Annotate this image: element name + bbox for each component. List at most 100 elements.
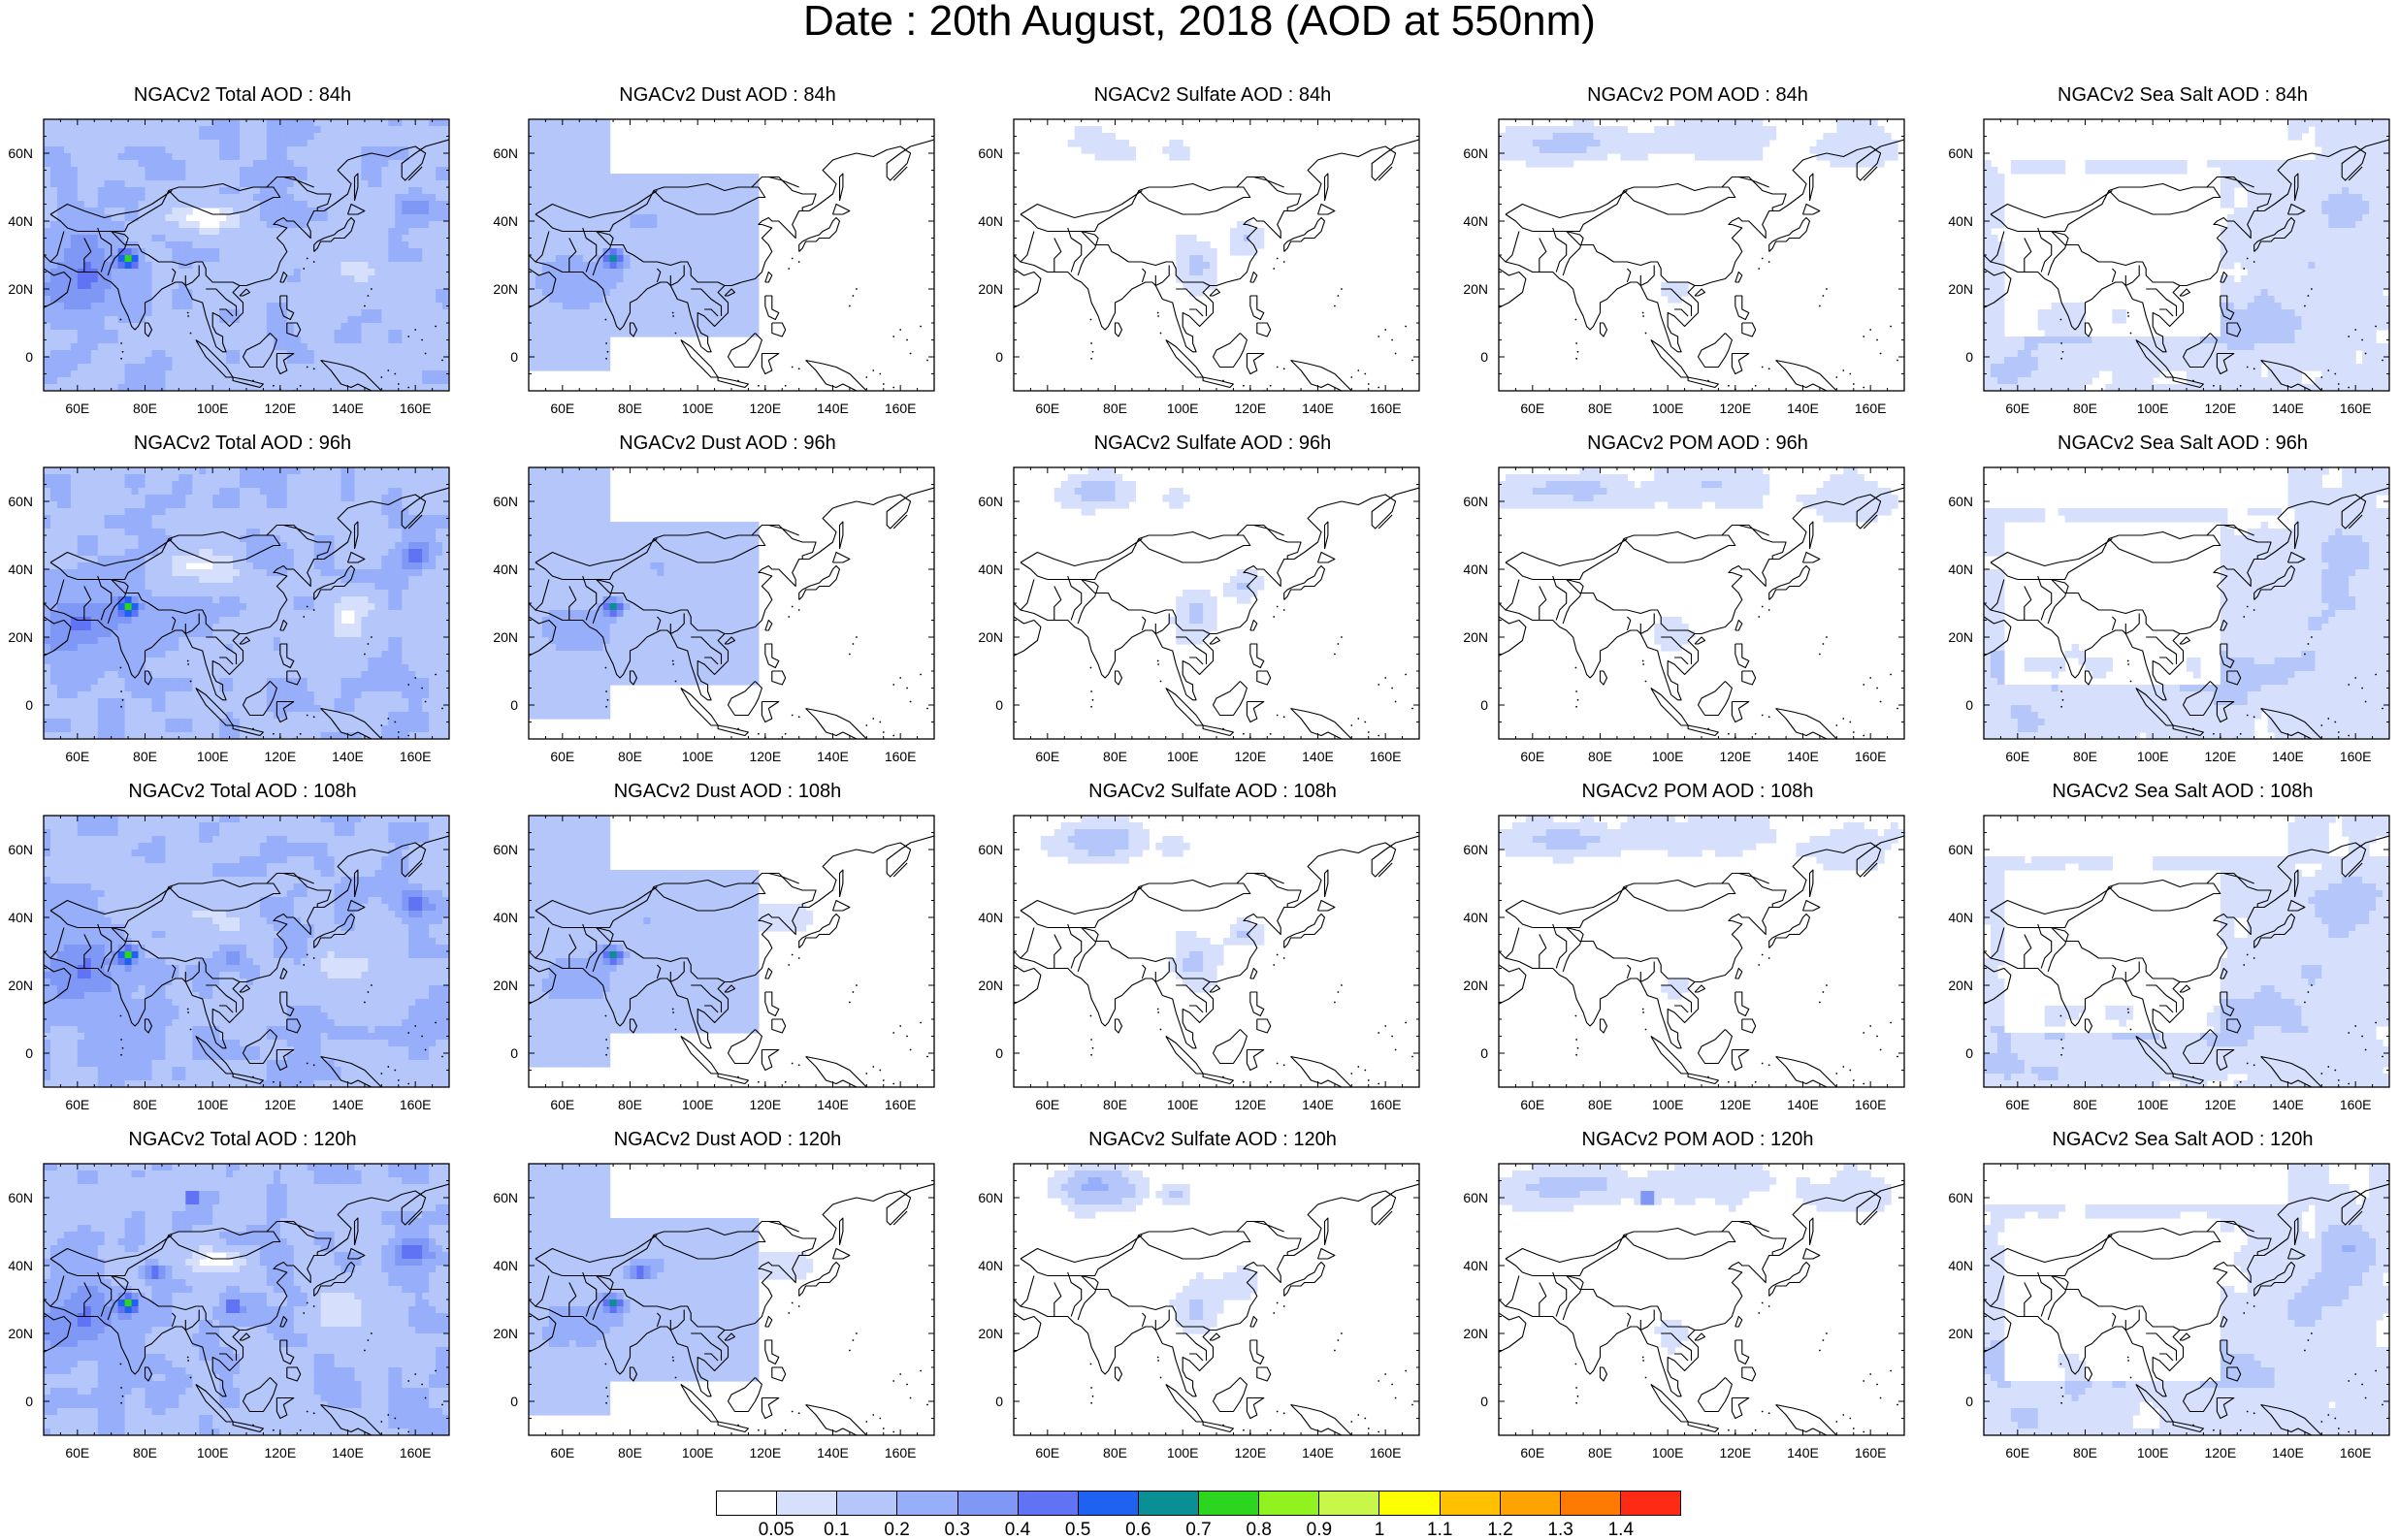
lon-tick-label: 160E (2340, 1445, 2372, 1460)
lat-tick-label: 0 (1480, 349, 1488, 365)
lat-tick-label: 20N (978, 1326, 1003, 1341)
islands (2059, 953, 2383, 1087)
islands (604, 1301, 928, 1435)
aod-map: 60E 80E 100E 120E 140E 160E 60N 40N 20N 0 (493, 1163, 935, 1460)
ticks (528, 1163, 935, 1436)
panel-title: NGACv2 POM AOD : 108h (1455, 780, 1940, 803)
map-panel-total-96h: NGACv2 Total AOD : 96h 60E 80E 100E 120E 140E… (0, 432, 485, 775)
ticks (43, 815, 450, 1088)
aod-map: 60E 80E 100E 120E 140E 160E 60N 40N 20N 0 (493, 815, 935, 1112)
lat-tick-label: 20N (493, 281, 518, 297)
colorbar-swatch (1560, 1492, 1621, 1515)
lon-tick-label: 60E (1520, 1097, 1544, 1112)
lat-tick-label: 60N (493, 1190, 518, 1205)
map-panel-seasalt-84h: NGACv2 Sea Salt AOD : 84h 60E 80E 100E 120E 1… (1940, 83, 2399, 427)
colorbar-swatch (1259, 1492, 1320, 1515)
lat-tick-label: 40N (978, 213, 1003, 229)
lat-tick-label: 0 (995, 697, 1003, 713)
lon-tick-label: 80E (2073, 401, 2097, 416)
aod-map: 60E 80E 100E 120E 140E 160E 60N 40N 20N 0 (1948, 118, 2390, 416)
lat-tick-label: 60N (978, 1190, 1003, 1205)
islands (119, 257, 443, 391)
lat-tick-label: 20N (493, 1326, 518, 1341)
panel-title: NGACv2 Total AOD : 120h (0, 1128, 485, 1151)
map-panel-seasalt-108h: NGACv2 Sea Salt AOD : 108h 60E 80E 100E 120E… (1940, 780, 2399, 1123)
lat-tick-label: 40N (1463, 561, 1488, 577)
coastlines (44, 139, 449, 391)
lon-tick-label: 100E (1652, 1445, 1684, 1460)
ticks (1498, 466, 1905, 740)
islands (1574, 605, 1898, 739)
panel-title: NGACv2 Sulfate AOD : 96h (970, 432, 1455, 455)
coastlines (1499, 1183, 1904, 1435)
page-title: Date : 20th August, 2018 (AOD at 550nm) (0, 0, 2399, 48)
map-panel-dust-120h: NGACv2 Dust AOD : 120h 60E 80E 100E 120E 140E… (485, 1128, 970, 1471)
colorbar-swatch (717, 1492, 778, 1515)
lon-tick-label: 80E (1103, 1097, 1127, 1112)
ticks (43, 466, 450, 740)
panel-title: NGACv2 Dust AOD : 120h (485, 1128, 970, 1151)
lon-tick-label: 160E (885, 1097, 917, 1112)
colorbar-legend: 0.05 0.1 0.2 0.3 0.4 0.5 0.6 0.7 0.8 0.9 1 1.1 1.2 1.… (716, 1491, 1681, 1540)
panel-title: NGACv2 POM AOD : 84h (1455, 83, 1940, 107)
lon-tick-label: 60E (550, 1445, 574, 1460)
colorbar-label: 1.4 (1608, 1521, 1634, 1540)
lon-tick-label: 160E (400, 749, 432, 764)
lon-tick-label: 80E (1103, 749, 1127, 764)
map-panel-pom-108h: NGACv2 POM AOD : 108h 60E 80E 100E 120E 140E 1… (1455, 780, 1940, 1123)
lon-tick-label: 60E (550, 401, 574, 416)
panel-title: NGACv2 Sea Salt AOD : 84h (1940, 83, 2399, 107)
lat-tick-label: 20N (1463, 978, 1488, 993)
panel-title: NGACv2 Sea Salt AOD : 96h (1940, 432, 2399, 455)
lat-tick-label: 40N (8, 561, 33, 577)
lat-tick-label: 0 (25, 1045, 33, 1061)
map-panel-pom-120h: NGACv2 POM AOD : 120h 60E 80E 100E 120E 140E 1… (1455, 1128, 1940, 1471)
ticks (1013, 1163, 1420, 1436)
lon-tick-label: 160E (1370, 401, 1402, 416)
colorbar-swatch (957, 1492, 1019, 1515)
ticks (1983, 815, 2390, 1088)
lon-tick-label: 80E (133, 401, 157, 416)
lon-tick-label: 80E (2073, 1445, 2097, 1460)
lon-tick-label: 60E (2005, 1097, 2029, 1112)
lon-tick-label: 120E (264, 1097, 296, 1112)
lon-tick-label: 100E (1167, 1445, 1199, 1460)
lat-tick-label: 0 (1965, 349, 1973, 365)
colorbar-swatch (897, 1492, 958, 1515)
map-panel-dust-96h: NGACv2 Dust AOD : 96h 60E 80E 100E 120E 140E 1… (485, 432, 970, 775)
panel-title: NGACv2 Dust AOD : 108h (485, 780, 970, 803)
lon-tick-label: 140E (2272, 1097, 2304, 1112)
colorbar-boxes (716, 1491, 1681, 1516)
lon-tick-label: 80E (2073, 749, 2097, 764)
aod-map: 60E 80E 100E 120E 140E 160E 60N 40N 20N 0 (8, 466, 450, 764)
islands (604, 257, 928, 391)
lon-tick-label: 160E (1370, 1445, 1402, 1460)
lat-tick-label: 60N (493, 494, 518, 509)
lat-tick-label: 40N (8, 213, 33, 229)
ticks (1498, 815, 1905, 1088)
panel-title: NGACv2 Total AOD : 108h (0, 780, 485, 803)
lon-tick-label: 140E (1302, 749, 1334, 764)
lon-tick-label: 60E (2005, 401, 2029, 416)
lon-tick-label: 80E (133, 749, 157, 764)
lat-tick-label: 20N (1463, 1326, 1488, 1341)
map-panel-sulfate-84h: NGACv2 Sulfate AOD : 84h 60E 80E 100E 120E 14… (970, 83, 1455, 427)
lat-tick-label: 60N (8, 842, 33, 857)
lat-tick-label: 0 (995, 1045, 1003, 1061)
lon-tick-label: 140E (1302, 1445, 1334, 1460)
islands (2059, 605, 2383, 739)
ticks (1013, 466, 1420, 740)
lon-tick-label: 140E (817, 749, 849, 764)
colorbar-label: 0.3 (945, 1521, 970, 1540)
coastlines (1984, 1183, 2389, 1435)
lon-tick-label: 140E (817, 401, 849, 416)
ticks (1013, 815, 1420, 1088)
map-panel-total-108h: NGACv2 Total AOD : 108h 60E 80E 100E 120E 140… (0, 780, 485, 1123)
lon-tick-label: 100E (682, 401, 714, 416)
lat-tick-label: 60N (978, 842, 1003, 857)
ticks (528, 118, 935, 392)
map-panel-seasalt-120h: NGACv2 Sea Salt AOD : 120h 60E 80E 100E 120E… (1940, 1128, 2399, 1471)
lon-tick-label: 100E (2137, 401, 2169, 416)
colorbar-label: 0.1 (824, 1521, 849, 1540)
lon-tick-label: 120E (264, 749, 296, 764)
